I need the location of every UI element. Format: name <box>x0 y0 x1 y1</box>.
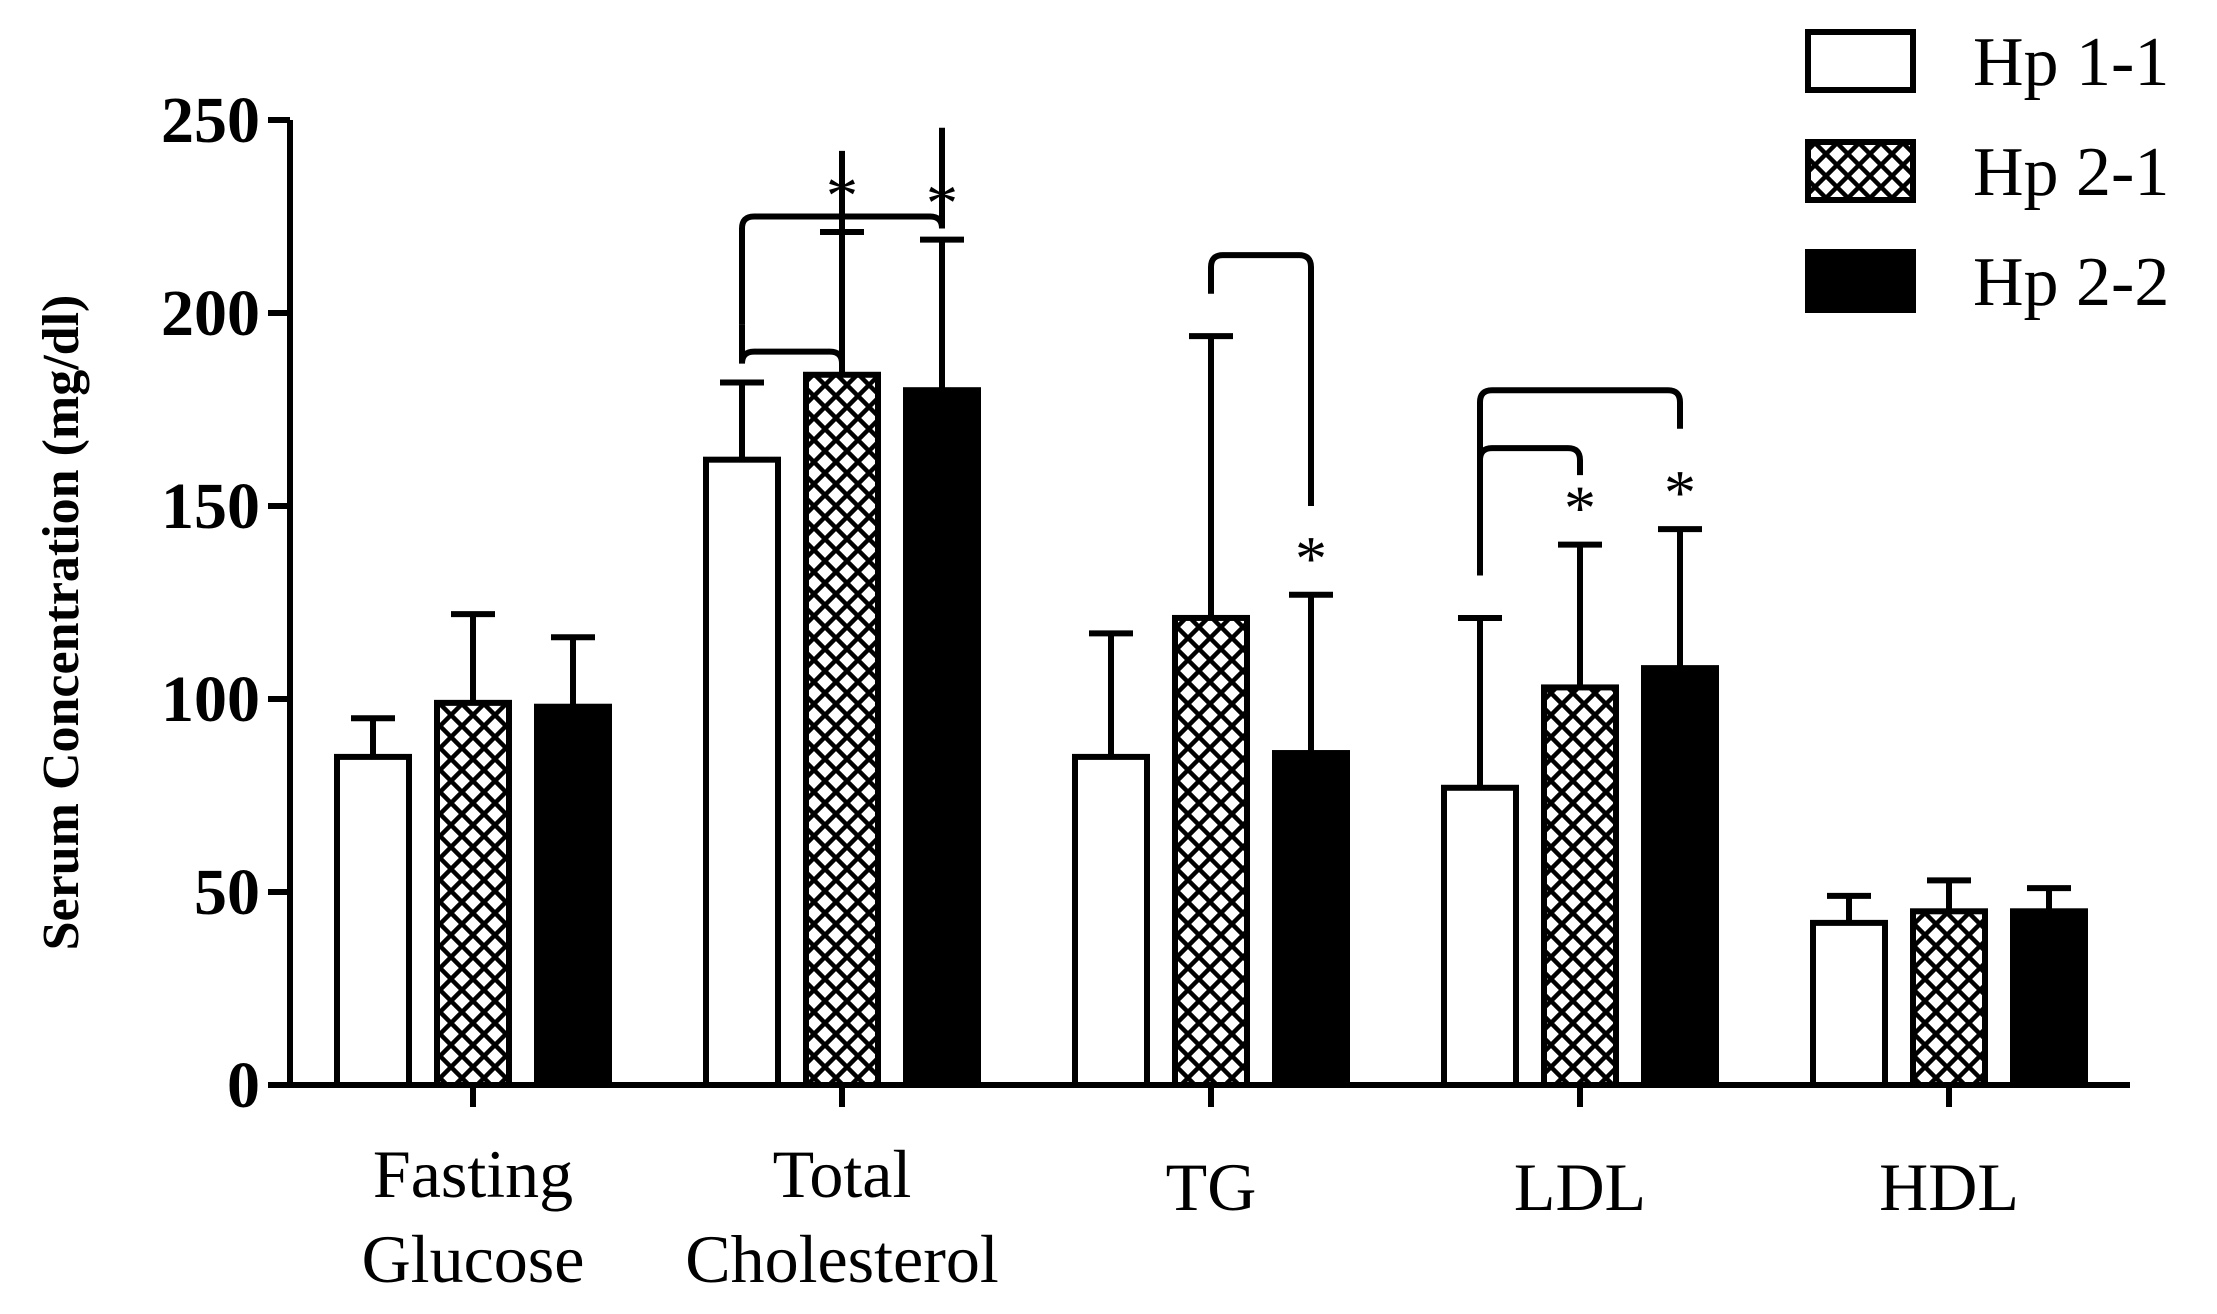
bar <box>1641 665 1719 1088</box>
bar <box>803 371 881 1088</box>
significance-bracket <box>739 127 945 325</box>
bar <box>1810 919 1888 1088</box>
bar <box>1272 750 1350 1088</box>
x-tick-label: Cholesterol <box>685 1221 999 1297</box>
bar <box>1541 684 1619 1088</box>
legend-swatch <box>1805 29 1916 93</box>
significance-star: * <box>926 168 958 239</box>
y-axis-title: Serum Concentration (mg/dl) <box>33 295 90 951</box>
bar <box>1072 753 1150 1089</box>
legend-swatch <box>1805 139 1916 203</box>
significance-star: * <box>826 160 858 231</box>
bar <box>1441 784 1519 1089</box>
y-tick-label: 100 <box>161 663 260 736</box>
x-tick-label: Total <box>773 1136 912 1212</box>
bar <box>703 456 781 1088</box>
y-tick-label: 200 <box>161 277 260 350</box>
significance-star: * <box>1664 457 1696 528</box>
y-tick-label: 250 <box>161 84 260 157</box>
x-tick-label: HDL <box>1879 1149 2019 1225</box>
significance-star: * <box>1564 473 1596 544</box>
x-tick-label: TG <box>1166 1149 1257 1225</box>
bar <box>2010 908 2088 1088</box>
legend-label: Hp 2-1 <box>1973 134 2169 211</box>
bar <box>903 387 981 1088</box>
bar <box>434 699 512 1088</box>
x-tick-label: Glucose <box>362 1221 585 1297</box>
significance-bracket <box>1477 387 1683 576</box>
legend-swatch <box>1805 249 1916 313</box>
y-tick-label: 150 <box>161 470 260 543</box>
bar <box>1172 614 1250 1088</box>
significance-star: * <box>1295 523 1327 594</box>
legend-label: Hp 2-2 <box>1973 244 2169 321</box>
significance-bracket <box>739 150 845 364</box>
bar <box>1910 908 1988 1088</box>
x-tick-label: LDL <box>1514 1149 1646 1225</box>
y-tick-label: 50 <box>194 856 260 929</box>
legend-label: Hp 1-1 <box>1973 24 2169 101</box>
x-tick-label: Fasting <box>373 1136 573 1212</box>
bar <box>334 753 412 1089</box>
bar <box>534 703 612 1088</box>
significance-bracket <box>1208 252 1314 506</box>
y-tick-label: 0 <box>227 1049 260 1122</box>
